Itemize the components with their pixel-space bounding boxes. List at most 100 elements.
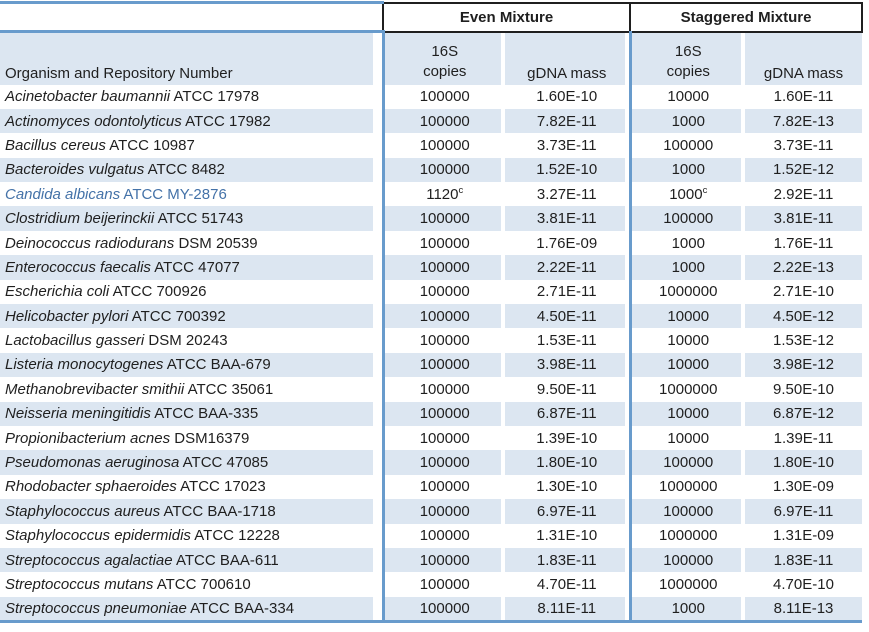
organism-cell: Streptococcus pneumoniae ATCC BAA-334: [0, 596, 383, 623]
column-header-even-gdna-mass: gDNA mass: [505, 31, 630, 85]
group-header-staggered: Staggered Mixture: [629, 1, 863, 33]
repository-number: ATCC 700610: [156, 576, 251, 593]
even-gdna-mass-cell: 1.60E-10: [505, 85, 630, 109]
staggered-gdna-mass-cell: 1.60E-11: [773, 88, 834, 106]
repository-number: DSM 20243: [148, 332, 228, 350]
even-16s-copies-cell: 100000: [381, 255, 505, 280]
staggered-16s-copies-value: 10000: [667, 429, 710, 447]
repository-number: ATCC 17982: [185, 112, 271, 130]
column-header-staggered-16s-copies: 16S copies: [628, 31, 745, 85]
staggered-16s-copies-cell: 1000: [628, 230, 745, 256]
even-16s-copies-value: 100000: [419, 405, 470, 423]
organism-name: Streptococcus mutans: [5, 576, 154, 593]
header-16s-label: 16S: [674, 42, 702, 60]
staggered-16s-copies-value: 10000: [667, 332, 710, 350]
staggered-gdna-mass-cell: 3.98E-12: [773, 356, 834, 374]
organism-name: Escherichia coli: [5, 283, 110, 301]
staggered-16s-copies-cell: 1000000: [628, 377, 745, 402]
staggered-gdna-mass-cell: 3.81E-11: [773, 210, 834, 228]
organism-cell: Lactobacillus gasseri DSM 20243: [0, 328, 383, 352]
group-header-even: Even Mixture: [382, 1, 631, 33]
staggered-16s-copies-value: 1000: [671, 258, 705, 276]
repository-number: ATCC 47077: [154, 258, 240, 276]
organism-name: Deinococcus radiodurans: [5, 234, 175, 252]
repository-number: ATCC 700926: [112, 283, 207, 301]
repository-number: ATCC 47085: [182, 454, 269, 472]
even-16s-copies-value: 100000: [419, 454, 470, 472]
staggered-16s-copies-value: 1000: [671, 112, 705, 130]
table-row: Neisseria meningitidis ATCC BAA-335 10000…: [0, 401, 862, 426]
corner-cell: [0, 1, 383, 33]
organism-cell: Pseudomonas aeruginosa ATCC 47085: [0, 450, 383, 474]
staggered-16s-copies-cell: 10000: [628, 304, 745, 329]
even-16s-copies-cell: 100000: [381, 523, 505, 548]
repository-number: ATCC MY-2876: [123, 185, 227, 203]
organism-cell: Rhodobacter sphaeroides ATCC 17023: [0, 475, 383, 499]
staggered-16s-copies-value: 100000: [663, 210, 714, 228]
even-16s-copies-value: 100000: [419, 502, 470, 520]
staggered-gdna-mass-cell: 6.87E-12: [773, 405, 834, 423]
even-16s-copies-cell: 100000: [381, 450, 505, 475]
staggered-16s-copies-cell: 10000: [628, 328, 745, 353]
staggered-16s-copies-cell: 1000c: [628, 182, 745, 207]
organism-name: Bacteroides vulgatus: [5, 161, 145, 179]
footnote-marker: c: [702, 184, 708, 196]
staggered-gdna-mass-cell: 1.80E-10: [773, 454, 834, 472]
organism-name: Rhodobacter sphaeroides: [5, 478, 177, 496]
even-gdna-mass-cell: 3.81E-11: [505, 206, 630, 230]
column-header-even-16s-copies: 16S copies: [381, 31, 505, 85]
header-copies-label: copies: [423, 62, 467, 80]
staggered-16s-copies-value: 1000: [671, 161, 705, 179]
organism-name: Propionibacterium acnes: [5, 429, 171, 447]
organism-cell: Clostridium beijerinckii ATCC 51743: [0, 206, 383, 230]
even-16s-copies-value: 100000: [419, 112, 470, 130]
table-row: Listeria monocytogenes ATCC BAA-679 10000…: [0, 352, 862, 378]
staggered-16s-copies-value: 1000000: [659, 283, 718, 301]
staggered-gdna-mass-cell: 2.92E-11: [773, 185, 834, 203]
even-16s-copies-value: 100000: [419, 527, 470, 545]
organism-cell: Acinetobacter baumannii ATCC 17978: [0, 85, 383, 109]
even-16s-copies-cell: 100000: [381, 304, 505, 329]
table-row: Clostridium beijerinckii ATCC 51743 10000…: [0, 206, 862, 231]
table-row: Pseudomonas aeruginosa ATCC 47085 100000 1…: [0, 450, 862, 475]
even-gdna-mass-cell: 9.50E-11: [505, 377, 630, 401]
staggered-gdna-mass-cell: 4.70E-10: [773, 576, 834, 593]
even-gdna-mass-cell: 6.87E-11: [505, 402, 630, 426]
organism-name: Helicobacter pylori: [5, 307, 129, 325]
table-row: Staphylococcus epidermidis ATCC 12228 100…: [0, 523, 862, 548]
staggered-gdna-mass-cell: 1.30E-09: [773, 478, 834, 496]
even-16s-copies-cell: 100000: [381, 84, 505, 109]
staggered-16s-copies-cell: 1000000: [628, 474, 745, 500]
staggered-16s-copies-cell: 1000000: [628, 572, 745, 597]
staggered-gdna-mass-cell: 1.53E-12: [773, 332, 834, 350]
staggered-16s-copies-cell: 100000: [628, 450, 745, 475]
repository-number: ATCC 700392: [131, 307, 226, 325]
organism-name: Staphylococcus aureus: [5, 502, 161, 520]
organism-cell: Streptococcus agalactiae ATCC BAA-611: [0, 548, 383, 572]
organism-name: Enterococcus faecalis: [5, 258, 151, 276]
repository-number: ATCC 35061: [187, 380, 274, 398]
organism-name: Clostridium beijerinckii: [5, 210, 155, 228]
organism-name: Streptococcus pneumoniae: [5, 599, 187, 617]
organism-cell: Staphylococcus aureus ATCC BAA-1718: [0, 499, 383, 523]
staggered-gdna-mass-cell: 1.52E-12: [773, 161, 834, 179]
staggered-16s-copies-value: 100000: [663, 551, 714, 569]
even-16s-copies-value: 100000: [419, 283, 470, 301]
even-16s-copies-cell: 100000: [381, 547, 505, 573]
even-gdna-mass-cell: 1.76E-09: [505, 231, 630, 255]
organism-name: Candida albicans: [5, 185, 121, 203]
organism-cell: Listeria monocytogenes ATCC BAA-679: [0, 353, 383, 377]
even-16s-copies-value: 100000: [419, 88, 470, 106]
even-16s-copies-value: 100000: [419, 551, 470, 569]
organism-cell: Staphylococcus epidermidis ATCC 12228: [0, 524, 383, 548]
even-gdna-mass-cell: 2.71E-11: [505, 280, 630, 304]
header-copies-label: copies: [666, 62, 710, 80]
even-16s-copies-cell: 100000: [381, 206, 505, 231]
table-row: Actinomyces odontolyticus ATCC 17982 1000…: [0, 108, 862, 134]
mixture-composition-table: Even Mixture Staggered Mixture Organism …: [0, 1, 863, 623]
even-gdna-mass-cell: 1.83E-11: [505, 548, 630, 572]
repository-number: ATCC 12228: [194, 527, 280, 545]
table-row: Streptococcus agalactiae ATCC BAA-611 100…: [0, 547, 862, 573]
repository-number: ATCC 10987: [109, 136, 195, 154]
staggered-16s-copies-cell: 10000: [628, 84, 745, 109]
